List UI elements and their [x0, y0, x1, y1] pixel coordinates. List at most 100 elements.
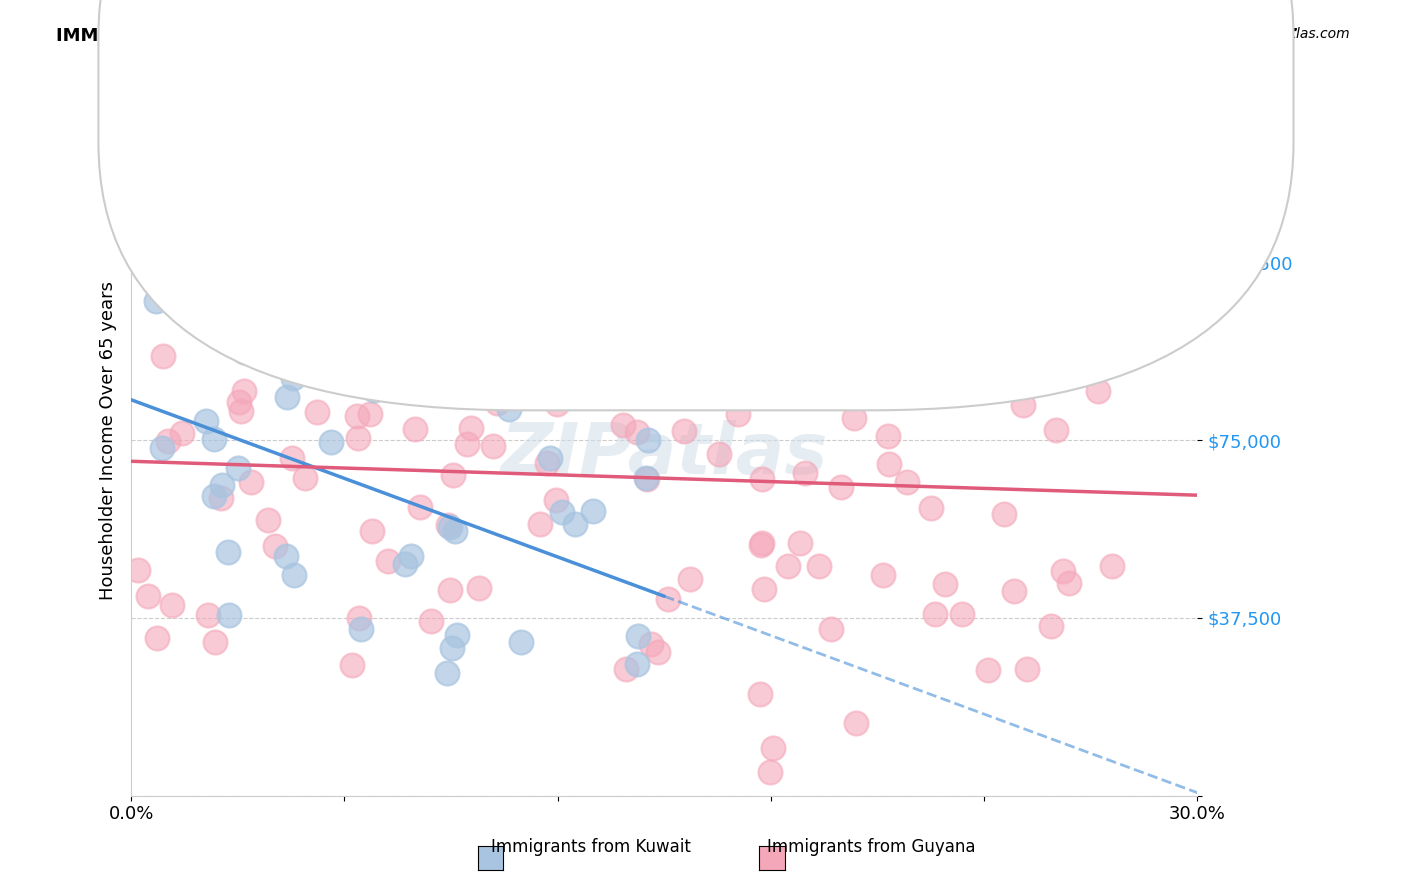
- Point: [1040, 618, 1063, 632]
- Point: [950, 607, 973, 621]
- Point: [233, 384, 256, 399]
- Point: [1087, 384, 1109, 398]
- Point: [872, 567, 894, 582]
- Point: [319, 435, 342, 450]
- Point: [789, 536, 811, 550]
- Point: [754, 582, 776, 597]
- Point: [439, 520, 461, 534]
- Point: [657, 591, 679, 606]
- Point: [145, 294, 167, 309]
- Point: [877, 429, 900, 443]
- Point: [709, 447, 731, 461]
- Point: [342, 657, 364, 672]
- Point: [233, 344, 256, 359]
- Point: [1024, 334, 1046, 349]
- Point: [934, 577, 956, 591]
- Point: [630, 196, 652, 211]
- Point: [759, 765, 782, 780]
- Point: [439, 583, 461, 598]
- Point: [551, 504, 574, 518]
- Point: [582, 504, 605, 518]
- Point: [1059, 576, 1081, 591]
- Point: [546, 493, 568, 508]
- Point: [204, 635, 226, 649]
- Point: [482, 440, 505, 454]
- Point: [152, 350, 174, 364]
- Point: [276, 390, 298, 404]
- Point: [1012, 398, 1035, 412]
- Point: [204, 489, 226, 503]
- Point: [155, 289, 177, 303]
- Point: [156, 434, 179, 449]
- Point: [305, 136, 328, 150]
- Point: [762, 740, 785, 755]
- Point: [987, 270, 1010, 285]
- Point: [498, 401, 520, 416]
- Text: ZIPatlas: ZIPatlas: [501, 420, 828, 489]
- Point: [628, 367, 651, 381]
- Point: [346, 409, 368, 424]
- Point: [626, 425, 648, 440]
- Point: [368, 242, 391, 256]
- Point: [305, 405, 328, 419]
- Point: [433, 361, 456, 376]
- Point: [226, 461, 249, 475]
- Point: [924, 607, 946, 622]
- Point: [820, 622, 842, 636]
- Point: [136, 589, 159, 603]
- Point: [637, 433, 659, 447]
- Point: [1017, 662, 1039, 676]
- Point: [197, 607, 219, 622]
- Text: Source: ZipAtlas.com: Source: ZipAtlas.com: [1202, 27, 1350, 41]
- Point: [440, 640, 463, 655]
- Point: [217, 545, 239, 559]
- Point: [637, 472, 659, 486]
- Text: N = 37: N = 37: [682, 67, 749, 85]
- Point: [408, 500, 430, 515]
- Point: [749, 687, 772, 701]
- Point: [347, 610, 370, 624]
- Point: [294, 471, 316, 485]
- Point: [150, 441, 173, 455]
- Point: [209, 491, 232, 505]
- Point: [654, 334, 676, 349]
- Point: [564, 516, 586, 531]
- Point: [924, 356, 946, 370]
- Point: [276, 549, 298, 563]
- Point: [614, 662, 637, 676]
- Point: [441, 468, 464, 483]
- Point: [228, 395, 250, 409]
- Text: 0.103: 0.103: [626, 103, 682, 120]
- Point: [845, 716, 868, 731]
- Y-axis label: Householder Income Over 65 years: Householder Income Over 65 years: [100, 281, 117, 599]
- Point: [202, 432, 225, 446]
- Point: [211, 478, 233, 492]
- Point: [212, 219, 235, 234]
- Point: [510, 635, 533, 649]
- Point: [436, 518, 458, 533]
- Point: [1077, 315, 1099, 329]
- Point: [976, 663, 998, 677]
- Point: [371, 352, 394, 367]
- Point: [283, 371, 305, 385]
- Point: [229, 404, 252, 418]
- Point: [131, 108, 153, 122]
- Point: [607, 380, 630, 394]
- Text: -0.402: -0.402: [626, 67, 690, 85]
- Point: [280, 451, 302, 466]
- Point: [315, 369, 337, 384]
- Point: [218, 607, 240, 622]
- Point: [727, 407, 749, 421]
- Point: [877, 457, 900, 471]
- Point: [357, 186, 380, 201]
- Point: [679, 572, 702, 586]
- Point: [467, 581, 489, 595]
- Point: [350, 622, 373, 636]
- Point: [672, 424, 695, 438]
- Point: [830, 480, 852, 494]
- Point: [1008, 379, 1031, 393]
- Point: [377, 554, 399, 568]
- Point: [486, 396, 509, 410]
- Point: [920, 500, 942, 515]
- Point: [1012, 359, 1035, 373]
